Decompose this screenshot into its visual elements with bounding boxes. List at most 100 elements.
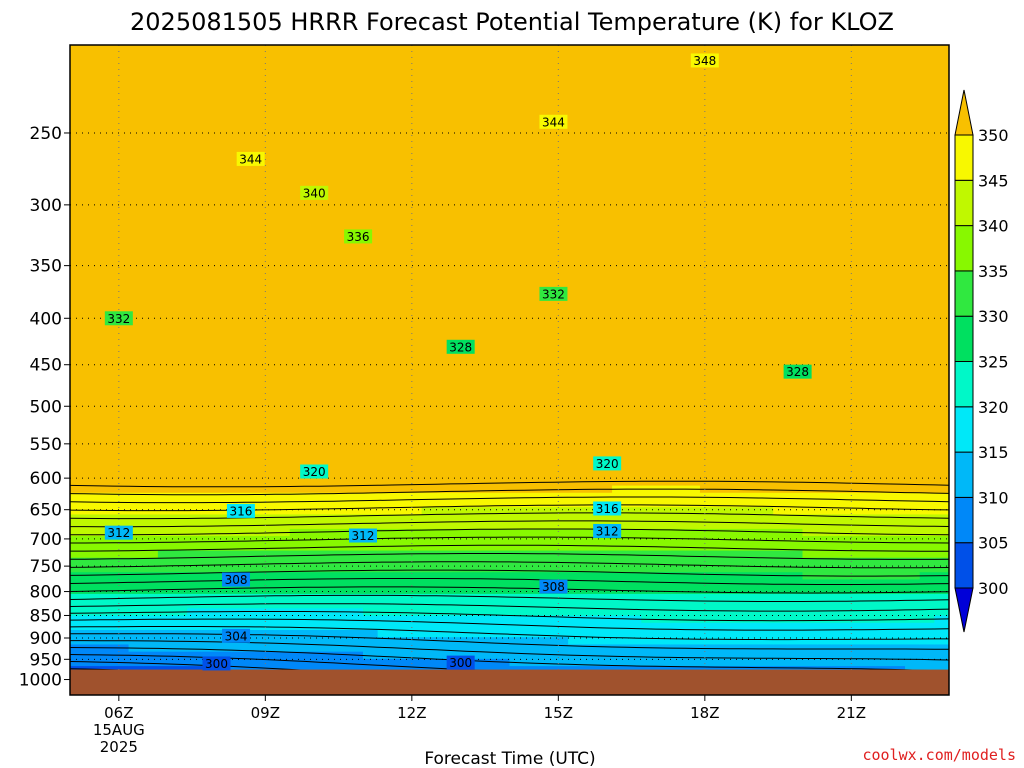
band-cell (275, 160, 291, 169)
band-cell (758, 608, 774, 617)
band-cell (333, 276, 349, 284)
band-cell (187, 66, 203, 75)
band-cell (802, 615, 818, 624)
band-cell (714, 59, 730, 68)
band-cell (861, 312, 877, 321)
band-cell (319, 175, 335, 183)
band-cell (392, 131, 408, 140)
band-cell (480, 117, 496, 126)
band-cell (113, 211, 130, 219)
band-cell (84, 398, 100, 407)
band-cell (494, 615, 511, 624)
band-cell (333, 225, 349, 234)
band-cell (363, 247, 379, 256)
band-cell (861, 427, 877, 436)
band-cell (553, 536, 569, 544)
band-cell (275, 218, 291, 227)
band-cell (480, 211, 496, 219)
band-cell (626, 550, 642, 559)
band-cell (817, 406, 833, 414)
band-cell (582, 240, 598, 248)
band-cell (377, 305, 393, 313)
band-cell (861, 160, 877, 169)
band-cell (802, 254, 818, 263)
band-cell (597, 608, 613, 617)
band-cell (187, 240, 203, 248)
band-cell (245, 312, 262, 321)
band-cell (494, 427, 511, 436)
band-cell (406, 52, 423, 61)
band-cell (436, 73, 452, 82)
band-cell (714, 146, 730, 154)
band-cell (157, 297, 174, 306)
band-cell (729, 59, 745, 68)
band-cell (392, 492, 408, 501)
band-cell (699, 586, 716, 595)
band-cell (157, 305, 174, 313)
band-cell (333, 644, 349, 653)
band-cell (773, 232, 789, 241)
band-cell (846, 182, 862, 191)
band-cell (260, 167, 276, 176)
band-cell (729, 81, 745, 89)
band-cell (333, 370, 349, 378)
band-cell (787, 442, 804, 451)
band-cell (406, 297, 423, 306)
band-cell (553, 59, 569, 68)
band-cell (333, 630, 349, 638)
band-cell (113, 297, 130, 306)
band-cell (626, 644, 642, 653)
band-cell (582, 153, 598, 162)
band-cell (685, 651, 701, 660)
band-cell (421, 579, 437, 588)
band-cell (773, 521, 789, 530)
band-cell (143, 333, 159, 342)
band-cell (113, 73, 130, 82)
band-cell (685, 630, 701, 638)
band-cell (216, 355, 232, 364)
band-cell (787, 355, 804, 364)
band-cell (802, 449, 818, 458)
band-cell (714, 406, 730, 414)
band-cell (729, 254, 745, 263)
band-cell (363, 406, 379, 414)
band-cell (553, 102, 569, 111)
band-cell (685, 268, 701, 277)
band-cell (670, 117, 686, 126)
band-cell (201, 406, 218, 414)
band-cell (172, 471, 188, 479)
band-cell (216, 196, 232, 205)
band-cell (216, 593, 232, 602)
band-cell (875, 138, 891, 147)
band-cell (729, 283, 745, 292)
band-cell (260, 586, 276, 595)
band-cell (787, 117, 804, 126)
band-cell (846, 189, 862, 198)
band-cell (524, 355, 540, 364)
band-cell (656, 420, 672, 429)
band-cell (494, 268, 511, 277)
band-cell (670, 66, 686, 75)
band-cell (275, 290, 291, 299)
band-cell (436, 413, 452, 422)
band-cell (699, 630, 716, 638)
band-cell (582, 536, 598, 544)
band-cell (524, 95, 540, 104)
band-cell (641, 261, 657, 270)
band-cell (553, 355, 569, 364)
band-cell (84, 232, 100, 241)
band-cell (143, 160, 159, 169)
band-cell (157, 276, 174, 284)
band-cell (670, 326, 686, 335)
band-cell (773, 471, 789, 479)
band-cell (743, 283, 760, 292)
band-cell (231, 66, 247, 75)
band-cell (612, 442, 628, 451)
band-cell (421, 420, 437, 429)
band-cell (743, 131, 760, 140)
band-cell (568, 81, 584, 89)
band-cell (641, 268, 657, 277)
band-cell (99, 153, 115, 162)
band-cell (802, 333, 818, 342)
band-cell (260, 196, 276, 205)
